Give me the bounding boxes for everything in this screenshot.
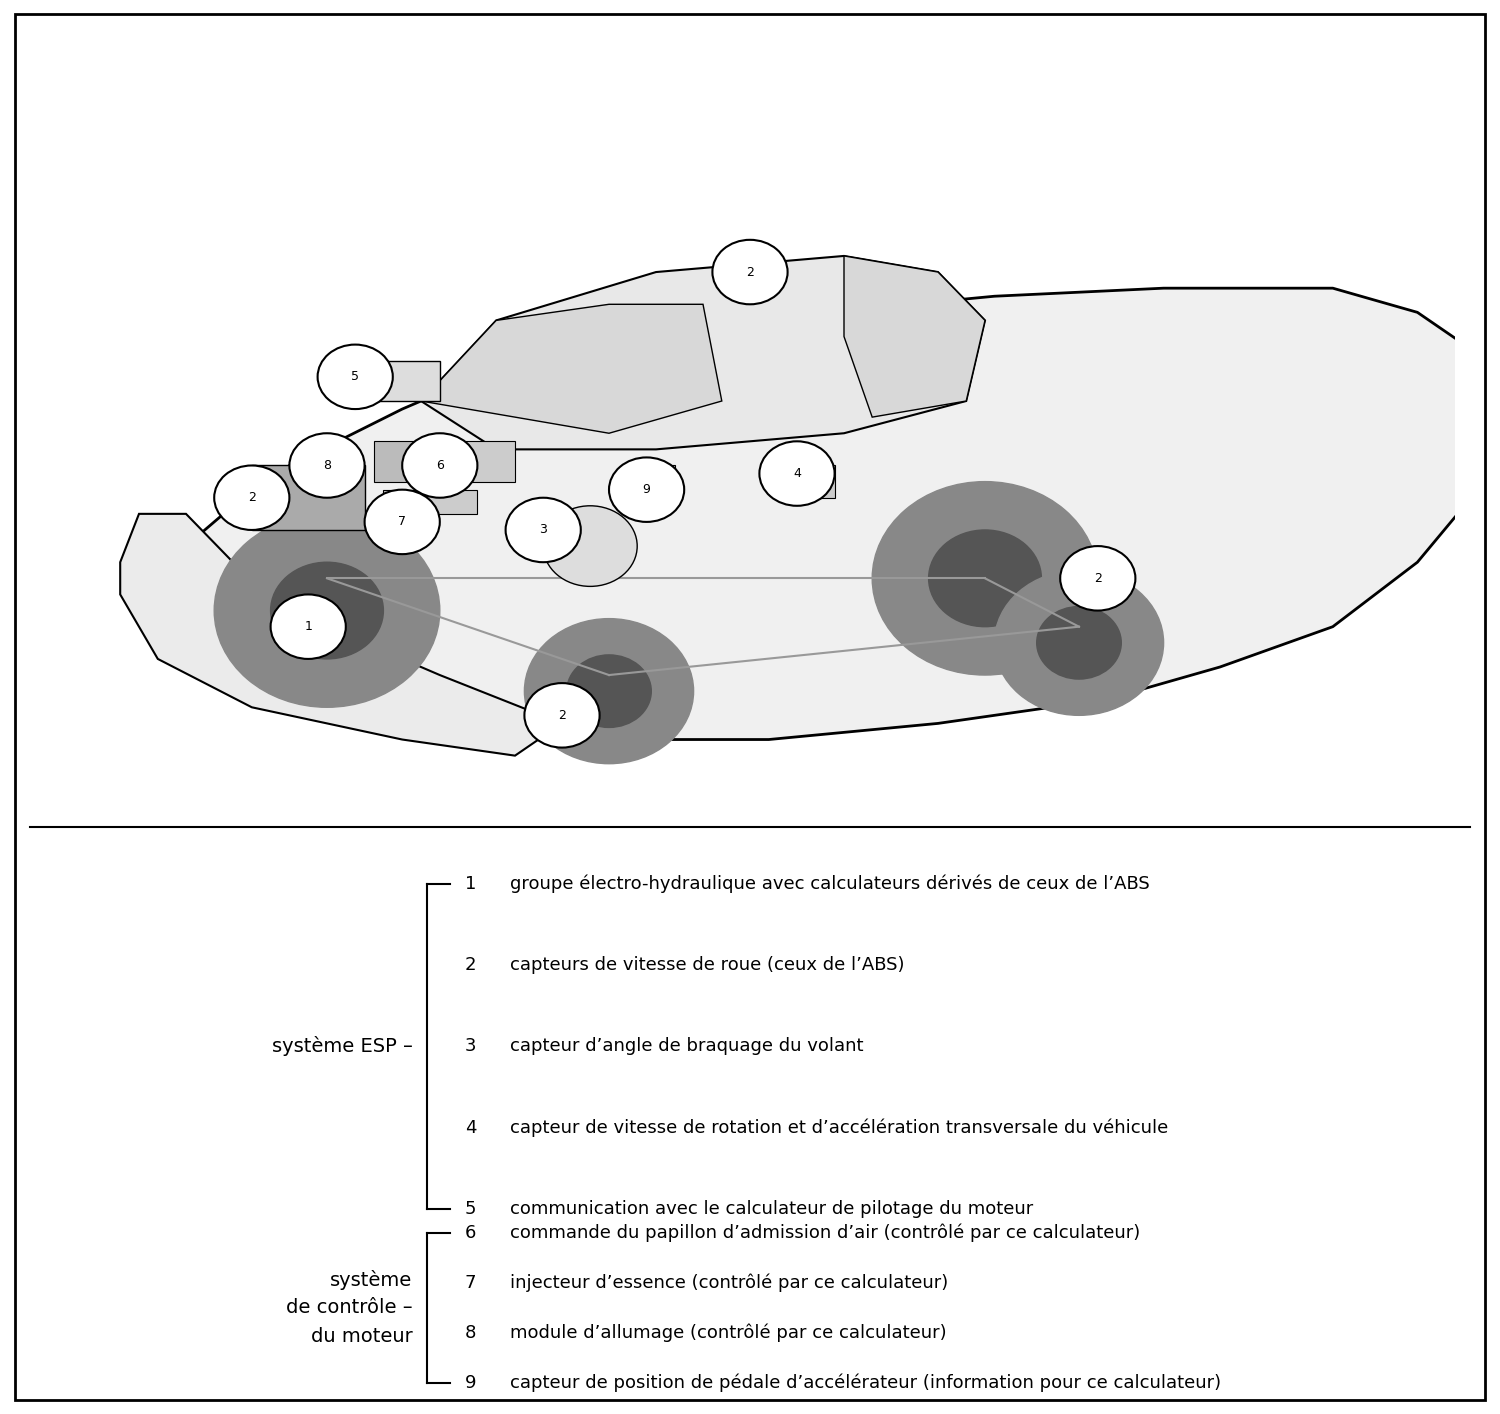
Polygon shape — [422, 304, 722, 433]
Circle shape — [543, 506, 638, 587]
Text: 3: 3 — [465, 1038, 477, 1055]
Text: 4: 4 — [465, 1118, 477, 1137]
Text: 7: 7 — [465, 1274, 477, 1292]
Bar — [459, 441, 514, 482]
Circle shape — [270, 563, 384, 659]
Text: commande du papillon d’admission d’air (contrôlé par ce calculateur): commande du papillon d’admission d’air (… — [510, 1223, 1140, 1243]
Polygon shape — [120, 513, 562, 755]
Text: du moteur: du moteur — [310, 1326, 413, 1346]
Circle shape — [928, 530, 1041, 626]
Text: 9: 9 — [465, 1374, 477, 1391]
Text: communication avec le calculateur de pilotage du moteur: communication avec le calculateur de pil… — [510, 1200, 1034, 1217]
Bar — [628, 465, 675, 498]
Text: 2: 2 — [465, 956, 477, 974]
Circle shape — [567, 655, 651, 727]
Circle shape — [525, 683, 600, 748]
FancyBboxPatch shape — [15, 14, 1485, 1400]
Circle shape — [1036, 607, 1122, 679]
Text: 9: 9 — [642, 484, 651, 496]
Circle shape — [318, 345, 393, 409]
Circle shape — [1060, 546, 1136, 611]
Circle shape — [214, 513, 440, 707]
Text: groupe électro-hydraulique avec calculateurs dérivés de ceux de l’ABS: groupe électro-hydraulique avec calculat… — [510, 874, 1149, 894]
Text: 8: 8 — [465, 1324, 477, 1342]
Text: 1: 1 — [304, 621, 312, 633]
Text: 2: 2 — [1094, 571, 1101, 585]
Text: capteurs de vitesse de roue (ceux de l’ABS): capteurs de vitesse de roue (ceux de l’A… — [510, 956, 904, 974]
Text: 2: 2 — [248, 491, 255, 505]
Text: de contrôle –: de contrôle – — [286, 1298, 412, 1318]
Text: 1: 1 — [465, 875, 477, 892]
Circle shape — [214, 465, 290, 530]
Text: système ESP –: système ESP – — [272, 1036, 412, 1056]
Circle shape — [364, 489, 440, 554]
Text: 5: 5 — [465, 1200, 477, 1217]
Bar — [252, 465, 364, 530]
Polygon shape — [844, 256, 986, 417]
Circle shape — [506, 498, 580, 563]
Bar — [384, 489, 477, 513]
Bar — [778, 465, 834, 498]
Text: système: système — [330, 1270, 412, 1290]
Text: capteur d’angle de braquage du volant: capteur d’angle de braquage du volant — [510, 1038, 864, 1055]
Text: 3: 3 — [540, 523, 548, 536]
Text: capteur de position de pédale d’accélérateur (information pour ce calculateur): capteur de position de pédale d’accéléra… — [510, 1373, 1221, 1393]
Text: capteur de vitesse de rotation et d’accélération transversale du véhicule: capteur de vitesse de rotation et d’accé… — [510, 1118, 1168, 1137]
Circle shape — [871, 482, 1098, 674]
Circle shape — [759, 441, 834, 506]
Circle shape — [609, 458, 684, 522]
Text: 4: 4 — [794, 467, 801, 479]
Text: injecteur d’essence (contrôlé par ce calculateur): injecteur d’essence (contrôlé par ce cal… — [510, 1274, 948, 1292]
Text: 2: 2 — [558, 708, 566, 721]
Text: 2: 2 — [746, 266, 754, 279]
Circle shape — [994, 570, 1164, 715]
Text: 6: 6 — [465, 1225, 477, 1241]
Text: 8: 8 — [322, 460, 332, 472]
Text: module d’allumage (contrôlé par ce calculateur): module d’allumage (contrôlé par ce calcu… — [510, 1324, 946, 1342]
Circle shape — [270, 594, 346, 659]
Bar — [364, 361, 440, 402]
Bar — [374, 441, 448, 482]
Polygon shape — [177, 288, 1474, 740]
Polygon shape — [422, 256, 986, 450]
Text: 6: 6 — [436, 460, 444, 472]
Text: 7: 7 — [398, 516, 406, 529]
Text: 5: 5 — [351, 370, 358, 383]
Circle shape — [290, 433, 364, 498]
Circle shape — [525, 619, 693, 764]
Circle shape — [712, 240, 788, 304]
Circle shape — [402, 433, 477, 498]
